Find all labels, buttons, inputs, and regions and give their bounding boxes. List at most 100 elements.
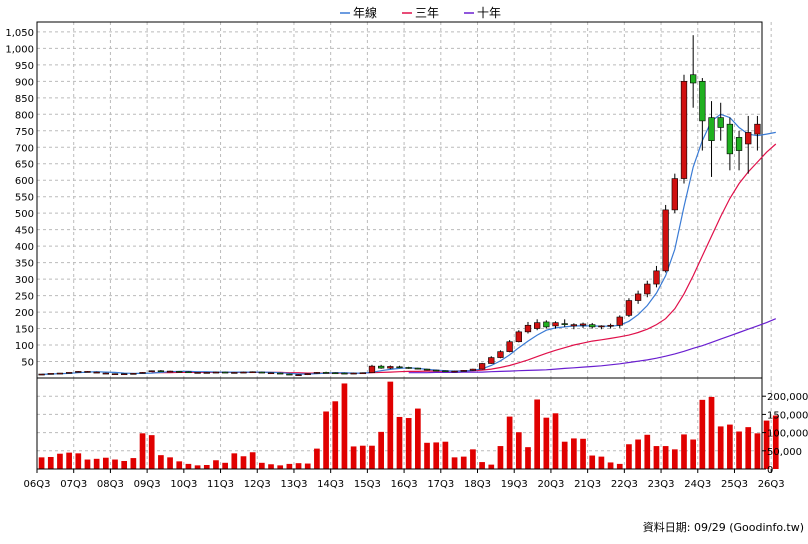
price-tick-label: 200: [15, 308, 34, 319]
price-tick-label: 950: [15, 61, 34, 72]
volume-tick-label: 50,000: [767, 447, 802, 458]
candle: [102, 372, 109, 375]
candle-body: [680, 81, 688, 179]
volume-bar: [415, 408, 421, 469]
price-tick-label: 800: [15, 110, 34, 121]
candle: [304, 373, 311, 376]
volume-bar: [708, 396, 715, 469]
candle: [130, 373, 137, 375]
volume-bar: [323, 411, 329, 469]
price-tick-label: 250: [15, 292, 34, 303]
volume-bar: [543, 417, 550, 469]
candle: [469, 368, 477, 371]
candle: [423, 368, 431, 371]
candle: [249, 371, 256, 374]
x-tick-label: 15Q3: [354, 479, 381, 490]
candle: [451, 370, 458, 373]
candle-body: [56, 372, 64, 375]
x-tick-label: 12Q3: [244, 479, 271, 490]
candle: [267, 372, 275, 375]
volume-bar: [552, 413, 559, 469]
x-tick-label: 23Q3: [648, 479, 675, 490]
candle: [433, 369, 440, 372]
candle: [185, 371, 192, 374]
candle: [653, 265, 660, 288]
volume-bar: [130, 458, 137, 469]
candle-body: [212, 371, 220, 374]
candle-body: [121, 373, 128, 376]
volume-bar: [314, 448, 320, 469]
candle-body: [148, 370, 155, 373]
legend-label: 十年: [477, 6, 501, 20]
candle-body: [111, 373, 119, 376]
x-tick-label: 22Q3: [611, 479, 638, 490]
volume-bar: [295, 463, 302, 469]
candle-body: [249, 371, 256, 374]
candle: [598, 325, 605, 330]
candle-body: [157, 370, 165, 373]
volume-bar: [121, 460, 128, 469]
volume-tick-label: 100,000: [767, 429, 808, 440]
candle-body: [561, 323, 568, 325]
candle: [368, 364, 376, 374]
candle: [157, 370, 165, 373]
candle: [231, 372, 238, 374]
candle: [745, 115, 752, 174]
price-tick-label: 400: [15, 242, 34, 253]
candle-body: [350, 372, 357, 375]
candle-body: [653, 270, 660, 285]
candle-body: [726, 123, 734, 155]
candle: [506, 340, 513, 353]
candle-body: [754, 123, 761, 135]
candle: [405, 366, 412, 369]
x-tick-label: 10Q3: [170, 479, 197, 490]
volume-bar: [534, 399, 541, 469]
volume-bar: [222, 462, 228, 469]
volume-bar: [369, 445, 375, 469]
candle-body: [534, 322, 541, 329]
volume-bar: [433, 442, 440, 469]
candle-body: [433, 369, 440, 372]
price-tick-label: 450: [15, 226, 34, 237]
candle: [75, 371, 82, 373]
volume-bar: [745, 427, 752, 469]
volume-bar: [717, 426, 724, 469]
candle-body: [65, 372, 73, 374]
candle-body: [579, 323, 587, 326]
volume-bar: [662, 446, 669, 469]
volume-bar: [497, 446, 504, 469]
volume-bar: [148, 435, 155, 469]
x-tick-label: 26Q3: [758, 479, 785, 490]
price-axis: 50 100 150 200 250 300 350 400 450 500 550 600 650 70…: [5, 28, 34, 369]
volume-bar: [754, 433, 761, 469]
volume-bar: [84, 459, 91, 469]
price-grid: [37, 22, 772, 378]
candle: [258, 371, 265, 374]
candle-body: [515, 331, 522, 343]
candle: [396, 365, 403, 369]
x-tick-label: 14Q3: [317, 479, 344, 490]
candle: [561, 319, 568, 327]
volume-bar: [112, 459, 118, 469]
candle-body: [102, 372, 109, 375]
candle: [277, 372, 284, 375]
volume-series: [38, 381, 779, 469]
candle-body: [405, 367, 412, 369]
candle: [387, 365, 394, 370]
candle: [726, 117, 734, 171]
candle-body: [332, 372, 339, 375]
candle-body: [616, 316, 623, 326]
x-tick-label: 17Q3: [427, 479, 454, 490]
candle-body: [644, 283, 651, 295]
volume-bar: [488, 464, 495, 469]
candle-body: [295, 374, 302, 377]
candle-body: [543, 321, 550, 328]
volume-bar: [616, 463, 623, 469]
candle: [166, 370, 174, 373]
volume-bar: [772, 415, 779, 469]
candle: [680, 74, 688, 184]
candle-body: [359, 372, 366, 375]
candle: [690, 35, 697, 108]
candle: [84, 371, 91, 373]
